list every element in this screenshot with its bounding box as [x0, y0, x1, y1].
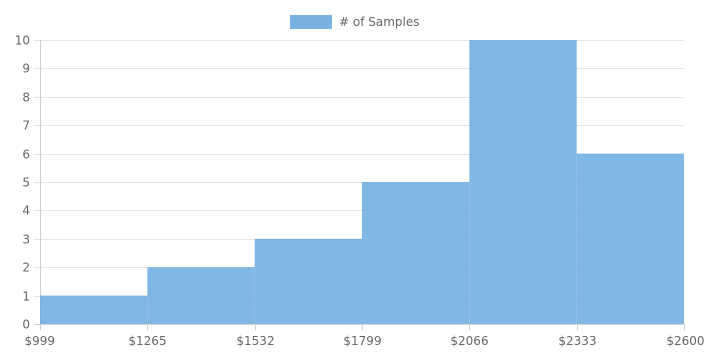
- y-tick-label: 0: [22, 318, 30, 332]
- histogram-bar: [40, 295, 148, 324]
- y-tick-label: 1: [22, 290, 30, 304]
- legend-label[interactable]: # of Samples: [339, 15, 420, 29]
- y-tick-label: 10: [15, 34, 30, 48]
- y-tick-label: 8: [22, 91, 30, 105]
- x-tick-label: $2066: [450, 334, 488, 348]
- x-axis-ticks: $999 $1265 $1532 $1799 $2066 $2333 $2600: [25, 334, 705, 348]
- y-tick-label: 6: [22, 148, 30, 162]
- y-tick-label: 2: [22, 261, 30, 275]
- histogram-bar: [469, 40, 577, 324]
- y-tick-label: 3: [22, 233, 30, 247]
- histogram-bar: [576, 153, 684, 324]
- y-tick-label: 9: [22, 62, 30, 76]
- histogram-bar: [254, 238, 362, 324]
- y-axis-ticks: 0 1 2 3 4 5 6 7 8 9 10: [15, 34, 30, 332]
- x-tick-label: $2600: [666, 334, 704, 348]
- x-tick-label: $999: [25, 334, 56, 348]
- y-tick-label: 4: [22, 204, 30, 218]
- y-tick-label: 7: [22, 119, 30, 133]
- y-tick-label: 5: [22, 176, 30, 190]
- legend-swatch[interactable]: [290, 15, 332, 29]
- x-tick-label: $1532: [236, 334, 274, 348]
- legend[interactable]: # of Samples: [290, 15, 420, 29]
- bars: [40, 40, 684, 324]
- x-tick-label: $2333: [558, 334, 596, 348]
- histogram-bar: [362, 182, 470, 324]
- x-tick-label: $1799: [343, 334, 381, 348]
- x-tick-label: $1265: [128, 334, 166, 348]
- histogram-bar: [147, 267, 255, 324]
